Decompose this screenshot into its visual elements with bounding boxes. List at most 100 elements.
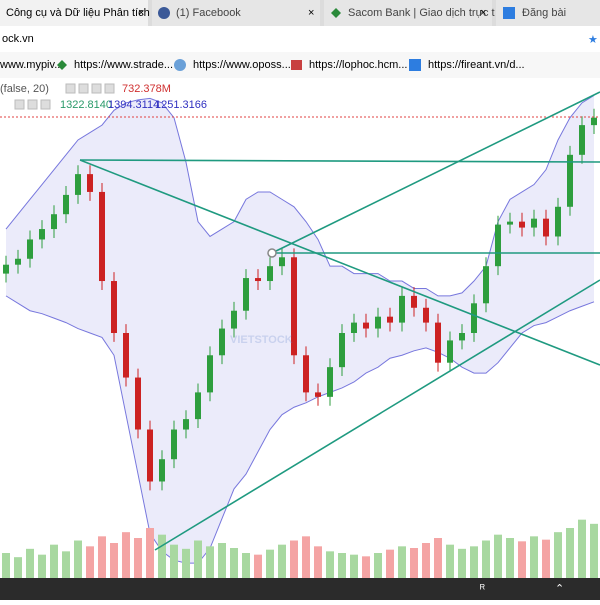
- volume-bar: [386, 549, 394, 578]
- candle-body: [87, 174, 93, 192]
- volume-bar: [554, 532, 562, 578]
- bookmark[interactable]: www.mypiv...: [0, 59, 63, 71]
- trendlines: [79, 91, 600, 551]
- volume-value: 732.378M: [122, 83, 171, 95]
- volume-bar: [74, 540, 82, 578]
- watermark: VIETSTOCK: [230, 334, 293, 346]
- favicon: [409, 59, 421, 71]
- tab[interactable]: [0, 0, 148, 26]
- volume-bar: [590, 523, 598, 578]
- candle-body: [375, 316, 381, 329]
- indicator-params: (false, 20): [0, 83, 49, 95]
- volume-bar: [146, 528, 154, 578]
- favicon: [57, 60, 67, 70]
- tab[interactable]: [324, 0, 492, 26]
- taskbar: [0, 578, 600, 600]
- volume-bar: [110, 543, 118, 578]
- candle-body: [459, 333, 465, 341]
- candle-body: [339, 333, 345, 368]
- volume-bar: [194, 540, 202, 578]
- bb-upper: 1394.3114: [108, 99, 159, 111]
- favicon: [174, 59, 186, 71]
- candle-body: [27, 239, 33, 259]
- candle-body: [591, 117, 597, 126]
- candle-body: [123, 333, 129, 378]
- candle-body: [483, 266, 489, 304]
- volume-bar: [482, 540, 490, 578]
- candle-body: [231, 310, 237, 329]
- volume-bar: [530, 536, 538, 578]
- bookmark[interactable]: https://www.oposs...: [193, 59, 291, 71]
- candle-body: [147, 429, 153, 482]
- volume-bar: [338, 553, 346, 578]
- candle-body: [195, 392, 201, 420]
- volume-bar: [566, 528, 574, 578]
- volume-bar: [62, 551, 70, 578]
- bookmark-star[interactable]: ★: [588, 34, 598, 46]
- candle-body: [171, 429, 177, 460]
- candle-body: [315, 392, 321, 397]
- candle-body: [579, 125, 585, 155]
- anchor-point[interactable]: [267, 248, 277, 258]
- candle-body: [243, 278, 249, 311]
- tab-title: Sacom Bank | Giao dịch trực t: [348, 7, 495, 19]
- taskbar-icon[interactable]: ᴿ: [480, 583, 485, 595]
- bookmark[interactable]: https://fireant.vn/d...: [428, 59, 525, 71]
- volume-bar: [494, 534, 502, 578]
- candle-body: [543, 218, 549, 237]
- volume-bar: [50, 544, 58, 578]
- volume-bar: [266, 549, 274, 578]
- tab-close[interactable]: ×: [138, 7, 144, 19]
- volume-bar: [14, 557, 22, 578]
- volume-bar: [98, 536, 106, 578]
- tab-title: Công cụ và Dữ liệu Phân tích: [6, 7, 150, 19]
- volume-bar: [122, 532, 130, 578]
- volume-bar: [242, 553, 250, 578]
- volume-bar: [290, 540, 298, 578]
- volume-bar: [2, 553, 10, 578]
- favicon: [503, 7, 515, 19]
- bookmark[interactable]: https://www.strade...: [74, 59, 173, 71]
- candle-body: [531, 218, 537, 228]
- volume-bar: [470, 546, 478, 578]
- volume-bar: [362, 556, 370, 578]
- volume-bar: [398, 546, 406, 578]
- volume-bar: [206, 546, 214, 578]
- candle-body: [51, 214, 57, 230]
- tab[interactable]: [152, 0, 320, 26]
- candle-body: [99, 191, 105, 282]
- bookmark[interactable]: https://lophoc.hcm...: [309, 59, 407, 71]
- candle-body: [255, 278, 261, 282]
- candle-body: [111, 281, 117, 333]
- candle-body: [183, 419, 189, 430]
- candle-body: [495, 224, 501, 267]
- volume-bar: [518, 541, 526, 578]
- tab-close[interactable]: ×: [308, 7, 314, 19]
- candle-body: [15, 258, 21, 265]
- candle-body: [399, 295, 405, 323]
- candle-body: [207, 355, 213, 393]
- volume-bar: [230, 548, 238, 578]
- taskbar-icon[interactable]: ⌃: [555, 583, 564, 595]
- candle-body: [423, 307, 429, 323]
- candle-body: [135, 377, 141, 430]
- volume-bar: [26, 548, 34, 578]
- candle-body: [555, 206, 561, 237]
- tab-title: (1) Facebook: [176, 7, 241, 19]
- candle-body: [3, 264, 9, 274]
- bb-lower-line: [5, 295, 595, 564]
- volume-bar: [254, 554, 262, 578]
- tab-close[interactable]: ×: [480, 7, 486, 19]
- volume-bar: [410, 548, 418, 578]
- indicator-buttons[interactable]: [14, 83, 115, 110]
- address-bar[interactable]: [0, 26, 600, 52]
- bb-middle: 1322.8140: [60, 99, 112, 111]
- candle-body: [351, 322, 357, 333]
- favicon: [291, 60, 302, 70]
- plot: [2, 94, 598, 578]
- candle-body: [219, 328, 225, 356]
- volume-bar: [302, 536, 310, 578]
- candle-body: [567, 154, 573, 207]
- bb-lower: 1251.3166: [155, 99, 207, 111]
